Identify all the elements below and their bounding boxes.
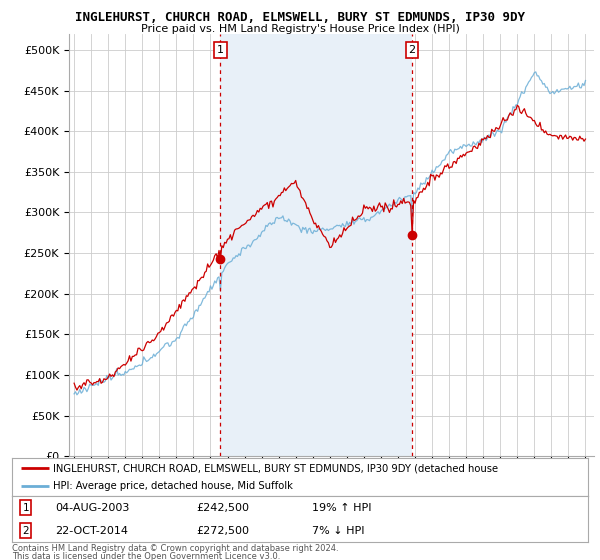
Text: Price paid vs. HM Land Registry's House Price Index (HPI): Price paid vs. HM Land Registry's House …	[140, 24, 460, 34]
Text: INGLEHURST, CHURCH ROAD, ELMSWELL, BURY ST EDMUNDS, IP30 9DY (detached house: INGLEHURST, CHURCH ROAD, ELMSWELL, BURY …	[53, 463, 499, 473]
Text: 04-AUG-2003: 04-AUG-2003	[55, 503, 130, 512]
Text: 2: 2	[409, 45, 416, 55]
Text: £242,500: £242,500	[196, 503, 250, 512]
Text: £272,500: £272,500	[196, 526, 250, 535]
Text: 7% ↓ HPI: 7% ↓ HPI	[311, 526, 364, 535]
Text: 19% ↑ HPI: 19% ↑ HPI	[311, 503, 371, 512]
Bar	[220, 34, 412, 456]
Text: INGLEHURST, CHURCH ROAD, ELMSWELL, BURY ST EDMUNDS, IP30 9DY: INGLEHURST, CHURCH ROAD, ELMSWELL, BURY …	[75, 11, 525, 24]
Text: 1: 1	[217, 45, 224, 55]
Text: 22-OCT-2014: 22-OCT-2014	[55, 526, 128, 535]
Text: 2: 2	[22, 526, 29, 535]
Text: HPI: Average price, detached house, Mid Suffolk: HPI: Average price, detached house, Mid …	[53, 482, 293, 492]
Text: Contains HM Land Registry data © Crown copyright and database right 2024.: Contains HM Land Registry data © Crown c…	[12, 544, 338, 553]
Text: 1: 1	[22, 503, 29, 512]
Text: This data is licensed under the Open Government Licence v3.0.: This data is licensed under the Open Gov…	[12, 552, 280, 560]
